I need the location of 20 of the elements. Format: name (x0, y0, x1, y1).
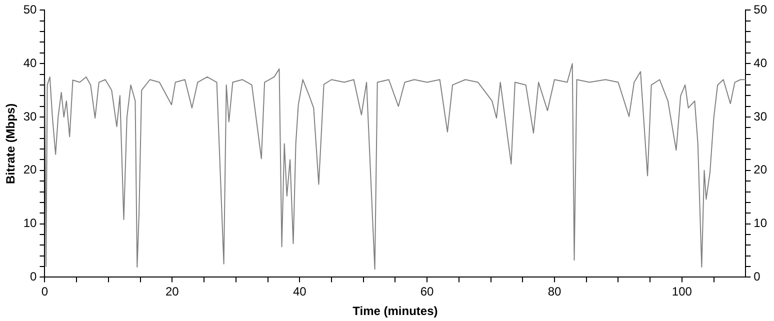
y-axis-title: Bitrate (Mbps) (4, 103, 18, 184)
x-tick-label: 20 (166, 284, 180, 299)
x-tick-label: 40 (292, 284, 307, 299)
x-axis-title: Time (minutes) (352, 304, 438, 318)
y2-tick-label: 50 (754, 2, 768, 17)
y-tick-label: 50 (23, 2, 38, 17)
y-tick-label: 10 (23, 216, 38, 230)
y2-tick-label: 0 (754, 270, 761, 284)
y2-tick-label: 20 (754, 162, 768, 177)
x-tick-label: 100 (672, 284, 692, 299)
y-tick-label: 0 (30, 270, 38, 284)
y-tick-label: 30 (23, 109, 38, 124)
y-tick-label: 40 (23, 56, 38, 70)
x-tick-label: 60 (420, 284, 434, 299)
x-tick-label: 80 (548, 284, 562, 299)
x-tick-label: 0 (41, 284, 48, 299)
y2-tick-label: 30 (754, 109, 768, 124)
y2-tick-label: 10 (754, 216, 768, 230)
y-tick-label: 20 (23, 162, 38, 177)
y2-tick-label: 40 (754, 56, 768, 70)
